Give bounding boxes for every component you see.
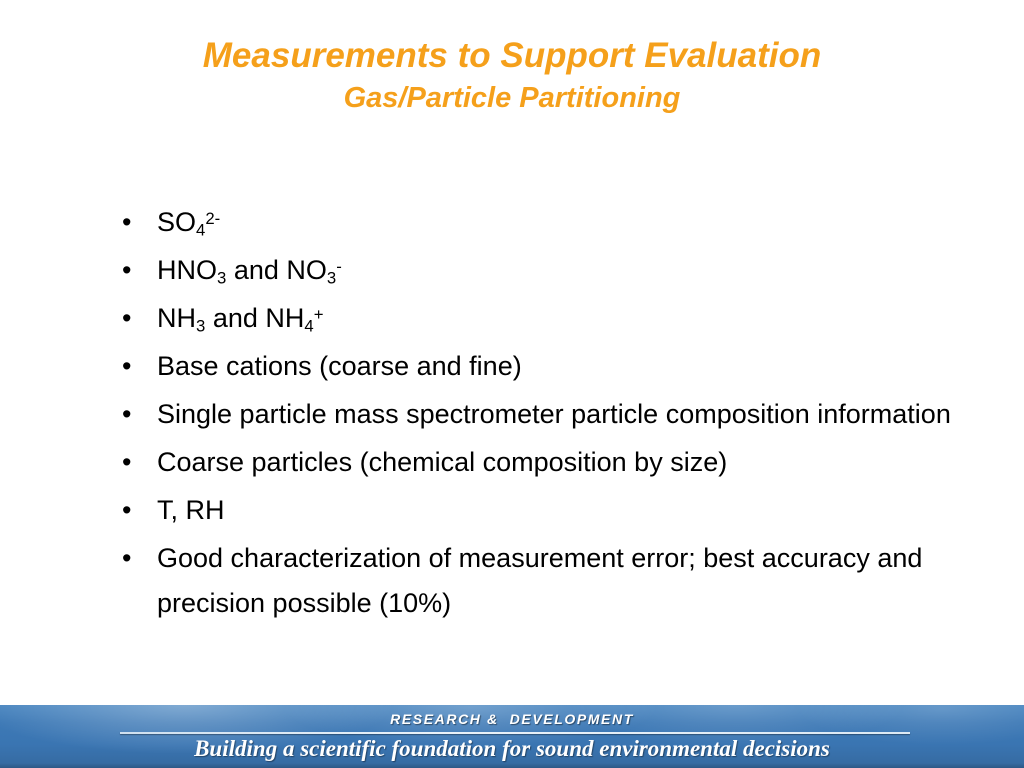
footer-organization-label: RESEARCH & DEVELOPMENT [390,711,634,727]
bullet-point-icon: • [122,255,132,285]
list-item-label: Single particle mass spectrometer partic… [157,399,951,429]
footer-divider-rule [120,732,910,734]
list-item-label: SO42- [157,207,221,240]
list-item-label: Base cations (coarse and fine) [157,351,522,381]
bullet-point-icon: • [122,447,132,477]
list-item: • Single particle mass spectrometer parti… [118,392,1008,437]
list-item-label: Coarse particles (chemical composition b… [157,447,728,477]
bullet-point-icon: • [122,303,132,333]
list-item-label: NH3 and NH4+ [157,303,324,336]
list-item-label: T, RH [157,495,225,525]
bullet-list: • SO42- • HNO3 and NO3- • NH3 and NH4+ • Base c… [118,200,1008,629]
list-item: • SO42- [118,200,1008,245]
bullet-point-icon: • [122,543,132,573]
list-item: • NH3 and NH4+ [118,296,1008,341]
bullet-point-icon: • [122,207,132,237]
page-title: Measurements to Support Evaluation [202,36,822,75]
page-subtitle: Gas/Particle Partitioning [343,82,681,114]
list-item-label: Good characterization of measurement err… [157,543,923,618]
bullet-point-icon: • [122,351,132,381]
list-item: • T, RH [118,488,1008,533]
bullet-point-icon: • [122,495,132,525]
list-item: • Coarse particles (chemical composition … [118,440,1008,485]
footer-tagline: Building a scientific foundation for sou… [194,736,830,761]
bullet-point-icon: • [122,399,132,429]
list-item-label: HNO3 and NO3- [157,255,342,288]
list-item: • HNO3 and NO3- [118,248,1008,293]
footer-banner: RESEARCH & DEVELOPMENT Building a scient… [0,705,1024,768]
list-item: • Good characterization of measurement er… [118,536,1008,626]
list-item: • Base cations (coarse and fine) [118,344,1008,389]
slide-title-block: Measurements to Support Evaluation Gas/P… [0,34,1024,118]
